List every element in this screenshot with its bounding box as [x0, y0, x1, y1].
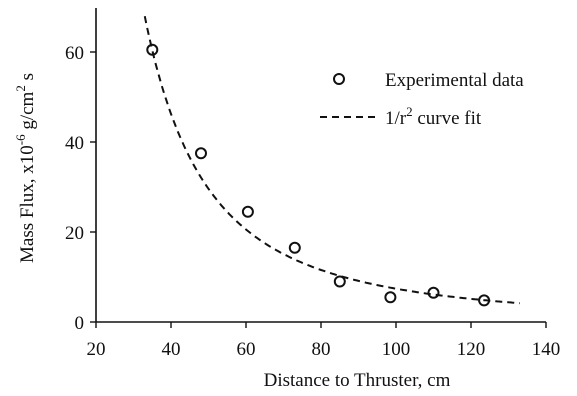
experimental-point: [241, 205, 254, 218]
y-axis-title-units-exponent: 2: [13, 85, 28, 92]
data-layer: [143, 16, 520, 307]
legend-label-curve-fit-exponent: 2: [406, 104, 413, 119]
axes: [95, 8, 546, 323]
experimental-point: [288, 241, 301, 254]
y-tick-label: 60: [65, 43, 84, 64]
y-axis-title: Mass Flux, x10-6 g/cm2 s: [13, 73, 38, 263]
legend-marker-experimental: [333, 73, 345, 85]
x-tick-label: 60: [237, 339, 256, 360]
x-tick-label: 40: [162, 339, 181, 360]
x-tick-label: 120: [457, 339, 486, 360]
y-axis-title-units-end: s: [17, 73, 38, 85]
legend-label-curve-fit: 1/r2 curve fit: [385, 104, 482, 129]
legend-label-curve-fit-prefix: 1/r: [385, 108, 407, 129]
experimental-point: [333, 275, 346, 288]
legend-label-experimental: Experimental data: [385, 70, 524, 91]
experimental-point: [195, 147, 207, 160]
experimental-point: [478, 294, 491, 307]
y-axis-title-exponent: -6: [13, 134, 28, 145]
x-tick-label: 20: [87, 339, 106, 360]
y-axis-title-units: g/cm: [17, 91, 38, 134]
x-tick-label: 140: [532, 339, 561, 360]
curve-fit-line: [143, 16, 520, 305]
x-axis-title: Distance to Thruster, cm: [264, 370, 451, 391]
x-tick-label: 100: [382, 339, 411, 360]
x-tick-label: 80: [312, 339, 331, 360]
experimental-point: [427, 286, 440, 299]
y-tick-label: 40: [65, 133, 84, 154]
y-tick-label: 20: [65, 223, 84, 244]
experimental-point: [146, 43, 159, 56]
legend-label-curve-fit-suffix: curve fit: [413, 108, 482, 129]
experimental-point: [384, 291, 397, 304]
y-axis-title-main: Mass Flux, x10: [17, 145, 38, 263]
y-tick-label: 0: [75, 313, 85, 334]
legend: Experimental data 1/r2 curve fit: [320, 70, 524, 129]
